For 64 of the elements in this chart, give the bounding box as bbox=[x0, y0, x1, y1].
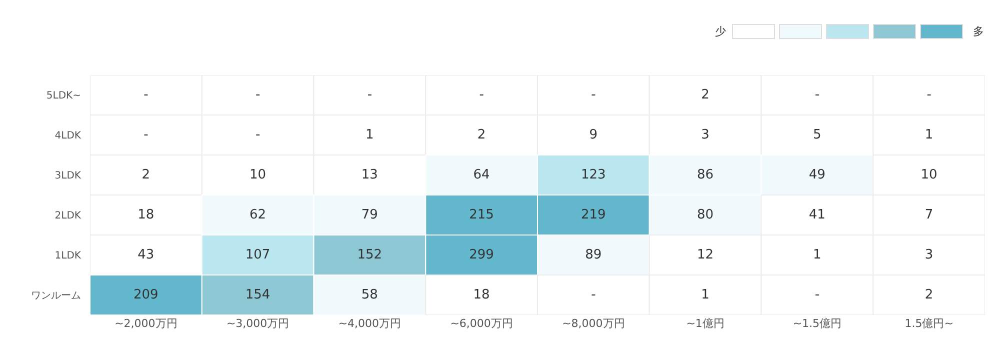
text: - bbox=[814, 87, 820, 102]
data-label: 107 bbox=[245, 247, 270, 262]
data-label: 2 bbox=[477, 127, 486, 142]
y-tick-label: ワンルーム bbox=[31, 290, 81, 302]
data-label: 13 bbox=[361, 167, 378, 182]
x-tick-label: ~3,000万円 bbox=[226, 317, 290, 330]
data-label: 3 bbox=[701, 127, 710, 142]
data-label: 1 bbox=[813, 247, 822, 262]
x-tick-label: ~4,000万円 bbox=[338, 317, 402, 330]
data-label: 41 bbox=[808, 207, 826, 222]
y-tick-label: 2LDK bbox=[54, 210, 82, 222]
text: - bbox=[255, 87, 260, 102]
data-label: 80 bbox=[697, 207, 714, 222]
x-tick-label: ~6,000万円 bbox=[450, 317, 513, 330]
data-label: 12 bbox=[697, 247, 714, 262]
x-tick-label: ~8,000万円 bbox=[562, 317, 625, 330]
y-tick-label: 1LDK bbox=[54, 250, 82, 262]
data-label: 2 bbox=[142, 167, 150, 182]
text: - bbox=[255, 127, 260, 142]
data-label: 1 bbox=[701, 287, 710, 302]
text: - bbox=[144, 127, 148, 142]
data-label: 152 bbox=[357, 247, 382, 262]
text: - bbox=[814, 287, 820, 302]
x-tick-label: ~1億円 bbox=[686, 317, 724, 330]
data-label: 154 bbox=[245, 287, 270, 302]
data-label: 49 bbox=[808, 167, 826, 182]
data-label: 79 bbox=[361, 207, 378, 222]
y-tick-label: 5LDK~ bbox=[46, 90, 81, 102]
y-tick-label: 3LDK bbox=[54, 170, 82, 182]
data-label: 89 bbox=[585, 247, 602, 262]
x-tick-label: ~1.5億円 bbox=[792, 317, 842, 330]
data-label: 10 bbox=[250, 167, 266, 182]
data-label: 123 bbox=[581, 167, 606, 182]
data-label: 9 bbox=[589, 127, 598, 142]
data-label: 18 bbox=[138, 207, 154, 222]
x-tick-label: 1.5億円~ bbox=[904, 317, 954, 330]
data-label: 209 bbox=[134, 287, 158, 302]
text: - bbox=[144, 87, 148, 102]
data-label: 2 bbox=[701, 87, 710, 102]
data-label: 58 bbox=[361, 287, 378, 302]
data-label: 62 bbox=[250, 207, 266, 222]
data-label: 86 bbox=[697, 167, 714, 182]
data-label: 219 bbox=[581, 207, 606, 222]
data-label: 2 bbox=[924, 287, 934, 302]
text: 多 bbox=[973, 24, 984, 39]
data-label: 215 bbox=[469, 207, 494, 222]
text: - bbox=[479, 87, 484, 102]
data-label: 7 bbox=[924, 207, 934, 222]
text: - bbox=[926, 87, 932, 102]
data-label: 43 bbox=[138, 247, 154, 262]
data-label: 1 bbox=[366, 127, 374, 142]
text: 少 bbox=[715, 24, 726, 39]
x-tick-label: ~2,000万円 bbox=[114, 317, 178, 330]
data-label: 64 bbox=[473, 167, 490, 182]
text: - bbox=[591, 287, 596, 302]
y-tick-label: 4LDK bbox=[54, 130, 82, 142]
data-label: 18 bbox=[473, 287, 490, 302]
data-label: 299 bbox=[469, 247, 494, 262]
data-label: 5 bbox=[813, 127, 822, 142]
data-label: 1 bbox=[924, 127, 934, 142]
data-label: 3 bbox=[924, 247, 934, 262]
text: - bbox=[591, 87, 596, 102]
data-label: 10 bbox=[920, 167, 938, 182]
text: - bbox=[367, 87, 372, 102]
